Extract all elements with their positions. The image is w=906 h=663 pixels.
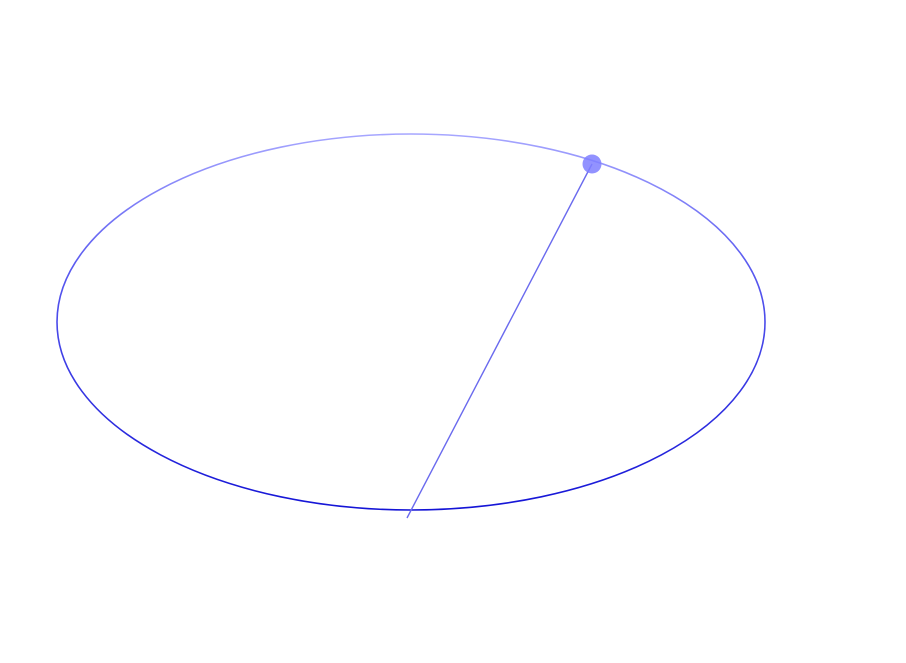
radius-line: [406, 163, 593, 519]
orbiting-body: [582, 154, 602, 174]
